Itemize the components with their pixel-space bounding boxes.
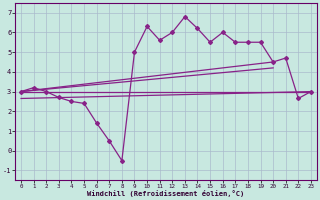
X-axis label: Windchill (Refroidissement éolien,°C): Windchill (Refroidissement éolien,°C) [87,190,244,197]
